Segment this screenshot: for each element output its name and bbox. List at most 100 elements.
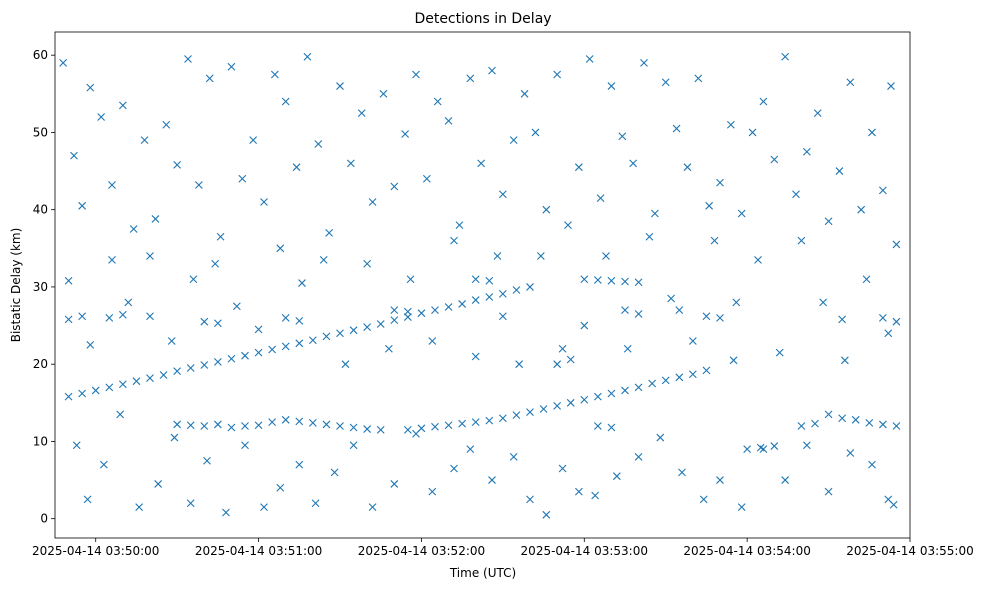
data-point-marker <box>889 500 898 509</box>
y-tick-label: 50 <box>33 125 48 139</box>
x-tick-label: 2025-04-14 03:52:00 <box>358 544 485 558</box>
data-point-marker <box>672 124 681 133</box>
data-point-marker <box>200 361 209 369</box>
data-point-marker <box>743 445 752 454</box>
data-point-marker <box>254 348 263 357</box>
data-point-marker <box>406 275 415 284</box>
data-point-marker <box>295 339 304 348</box>
data-point-marker <box>498 414 507 423</box>
data-point-marker <box>621 386 629 395</box>
data-point-marker <box>770 442 779 450</box>
data-point-marker <box>661 78 670 87</box>
data-point-marker <box>173 367 182 376</box>
data-point-marker <box>493 252 502 260</box>
data-point-marker <box>498 289 507 298</box>
data-point-marker <box>488 66 496 75</box>
data-point-marker <box>314 140 323 148</box>
data-point-marker <box>851 415 860 424</box>
data-point-marker <box>526 408 534 416</box>
data-point-marker <box>868 128 876 137</box>
data-point-marker <box>270 70 279 79</box>
data-point-marker <box>892 240 901 249</box>
data-point-marker <box>428 337 437 345</box>
data-point-marker <box>759 97 768 106</box>
data-point-marker <box>379 89 388 98</box>
y-tick-label: 10 <box>33 434 48 448</box>
data-point-marker <box>336 422 344 430</box>
data-point-marker <box>422 174 431 183</box>
data-point-marker <box>390 316 399 325</box>
data-point-marker <box>108 181 116 189</box>
data-point-marker <box>781 476 790 484</box>
y-tick-label: 30 <box>33 280 48 294</box>
data-point-marker <box>403 425 412 434</box>
data-point-marker <box>699 495 708 504</box>
data-point-marker <box>368 503 377 511</box>
y-tick-label: 0 <box>40 512 48 526</box>
data-point-marker <box>607 389 616 398</box>
data-point-marker <box>716 476 724 484</box>
data-point-marker <box>623 344 632 353</box>
data-point-marker <box>281 313 290 322</box>
data-point-marker <box>298 279 306 287</box>
y-tick-label: 20 <box>33 357 48 371</box>
data-point-marker <box>403 307 412 316</box>
data-point-marker <box>574 163 583 172</box>
data-point-marker <box>485 293 494 301</box>
data-point-marker <box>838 414 847 423</box>
data-point-marker <box>303 52 312 61</box>
data-point-marker <box>553 360 562 369</box>
data-point-marker <box>797 422 806 430</box>
data-point-marker <box>797 236 806 245</box>
data-point-marker <box>705 201 714 210</box>
data-point-marker <box>200 317 209 326</box>
data-point-marker <box>878 186 887 195</box>
data-point-marker <box>227 423 236 432</box>
data-point-marker <box>580 395 589 404</box>
data-point-marker <box>205 74 214 83</box>
data-point-marker <box>678 468 686 477</box>
data-point-marker <box>444 303 453 311</box>
data-point-marker <box>634 452 643 461</box>
data-point-marker <box>86 340 95 349</box>
data-point-marker <box>675 306 684 314</box>
data-point-marker <box>661 376 670 385</box>
data-point-marker <box>862 275 871 284</box>
data-point-marker <box>412 429 420 438</box>
data-point-marker <box>634 310 643 318</box>
data-point-marker <box>688 337 697 345</box>
data-point-marker <box>892 317 901 326</box>
data-point-marker <box>716 178 724 187</box>
data-point-marker <box>146 312 154 321</box>
data-point-marker <box>349 423 358 432</box>
data-point-marker <box>238 174 247 183</box>
data-point-marker <box>732 298 741 307</box>
data-point-marker <box>159 371 168 379</box>
data-point-marker <box>593 422 602 430</box>
data-point-marker <box>770 155 779 164</box>
x-tick-label: 2025-04-14 03:53:00 <box>521 544 648 558</box>
data-point-marker <box>824 410 833 419</box>
data-point-marker <box>612 472 621 481</box>
x-tick-label: 2025-04-14 03:50:00 <box>32 544 159 558</box>
data-point-marker <box>241 422 249 430</box>
x-axis-ticks: 2025-04-14 03:50:00 2025-04-14 03:51:00 20… <box>32 538 974 558</box>
data-point-marker <box>564 221 572 230</box>
data-point-marker <box>412 70 420 79</box>
data-point-marker <box>802 147 811 156</box>
data-point-marker <box>656 433 665 442</box>
data-point-marker <box>292 163 301 172</box>
data-point-marker <box>154 480 163 488</box>
data-point-marker <box>336 329 344 338</box>
data-point-marker <box>78 201 87 210</box>
data-point-marker <box>450 236 458 245</box>
y-tick-label: 40 <box>33 203 48 217</box>
data-point-marker <box>835 167 844 175</box>
data-point-marker <box>118 380 127 389</box>
data-point-marker <box>241 441 249 450</box>
data-point-marker <box>162 120 171 129</box>
data-point-marker <box>542 205 551 214</box>
data-point-marker <box>249 136 258 145</box>
data-point-marker <box>349 441 358 450</box>
data-point-marker <box>840 356 849 365</box>
